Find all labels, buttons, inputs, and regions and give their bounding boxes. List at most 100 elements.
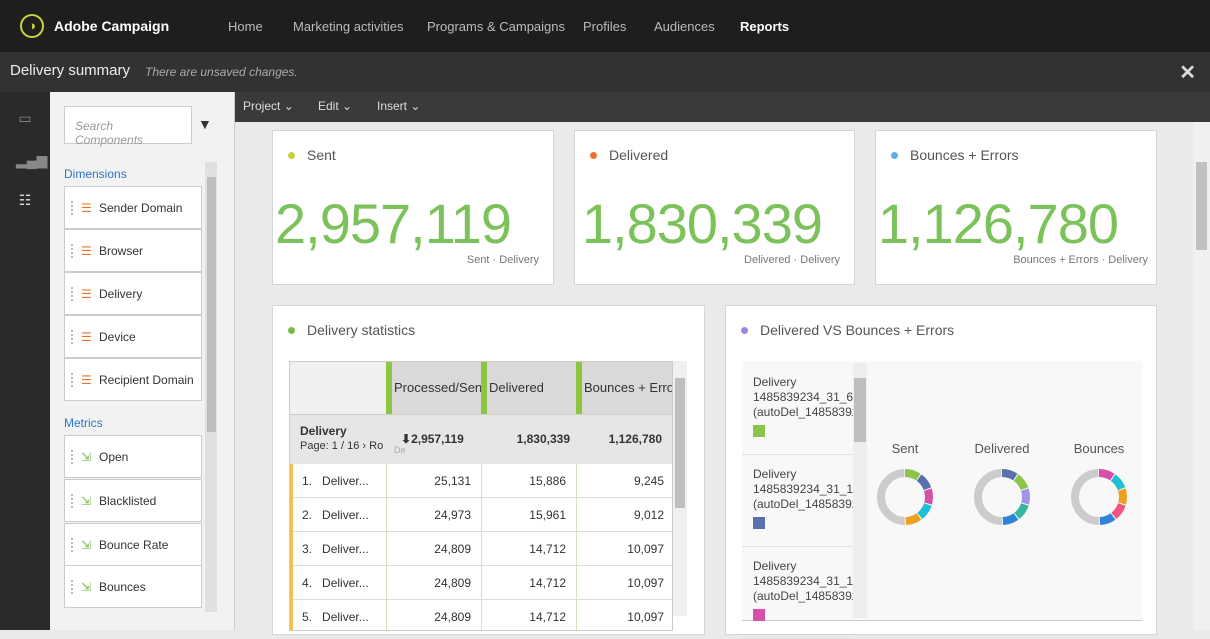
menu-edit[interactable]: Edit ⌄ <box>318 99 352 113</box>
nav-profiles[interactable]: Profiles <box>583 19 627 34</box>
row-label[interactable]: 2. Deliver... <box>302 508 369 522</box>
chevron-down-icon: ⌄ <box>410 99 421 113</box>
metric-bounce-rate[interactable]: ⇲ Bounce Rate <box>64 523 202 566</box>
column-header-bounces[interactable]: Bounces + Errors <box>576 362 672 414</box>
panel-title: Delivered VS Bounces + Errors <box>760 322 955 338</box>
donut-segment[interactable] <box>877 469 933 525</box>
kpi-delivered: Delivered 1,830,339 Delivered · Delivery <box>574 130 855 285</box>
dot-icon <box>288 327 295 334</box>
legend-item[interactable]: Delivery1485839234_31_143(autoDel_148583… <box>742 547 854 639</box>
menu-insert[interactable]: Insert ⌄ <box>377 99 420 113</box>
table-row[interactable]: 4. Deliver... 24,809 14,712 10,097 <box>290 566 672 600</box>
legend-item[interactable]: Delivery 1485839234_31_6 (autoDel_14858392 <box>742 363 854 455</box>
pagination[interactable]: Page: 1 / 16 › Ro <box>300 440 383 452</box>
donut-label: Bounces <box>1073 441 1125 456</box>
metric-bounces[interactable]: ⇲ Bounces <box>64 565 202 608</box>
table-row[interactable]: 3. Deliver... 24,809 14,712 10,097 <box>290 532 672 566</box>
row-label[interactable]: 1. Deliver... <box>302 474 369 488</box>
donut-segment[interactable] <box>974 469 1030 525</box>
close-icon[interactable]: ✕ <box>1179 62 1196 84</box>
main-scroll-thumb[interactable] <box>1196 162 1207 250</box>
legend-scroll-thumb[interactable] <box>854 378 866 442</box>
label: Project <box>243 99 281 113</box>
menu-project[interactable]: Project ⌄ <box>243 99 294 113</box>
filter-icon[interactable]: ▼ <box>198 116 212 132</box>
nav-programs-campaigns[interactable]: Programs & Campaigns <box>427 19 565 34</box>
donut-segment[interactable] <box>1071 469 1127 525</box>
nav-marketing-activities[interactable]: Marketing activities <box>293 19 404 34</box>
dimension-delivery[interactable]: ☰ Delivery <box>64 272 202 315</box>
metric-blacklisted[interactable]: ⇲ Blacklisted <box>64 479 202 522</box>
cell-bounces: 10,097 <box>576 532 672 566</box>
project-toolbar: Project ⌄ Edit ⌄ Insert ⌄ <box>235 92 1210 122</box>
donut-segment[interactable] <box>974 469 1030 525</box>
column-header-delivered[interactable]: Delivered <box>481 362 576 414</box>
cell-delivered: 15,961 <box>481 498 576 532</box>
donut-chart[interactable] <box>875 467 935 527</box>
kpi-label: Bounces + Errors · Delivery <box>1013 254 1148 266</box>
chevron-right-icon[interactable]: › <box>362 440 367 452</box>
visualizations-icon[interactable]: ▂▄▆ <box>16 152 48 168</box>
corner-cell <box>290 362 386 414</box>
value: 2,957,119 <box>411 432 464 446</box>
panel-scroll-thumb[interactable] <box>207 177 216 432</box>
cell-bounces: 9,012 <box>576 498 672 532</box>
column-header-processed[interactable]: Processed/Sent <box>386 362 481 414</box>
label: Device <box>99 330 136 344</box>
unsaved-status: There are unsaved changes. <box>145 65 298 79</box>
legend-swatch <box>753 609 765 621</box>
cell-delivered: 14,712 <box>481 566 576 600</box>
sort-desc-icon[interactable]: ⬇ <box>401 432 412 446</box>
donut-segment[interactable] <box>877 469 933 525</box>
dimension-device[interactable]: ☰ Device <box>64 315 202 358</box>
total-sent: ⬇2,957,119 <box>401 432 464 446</box>
top-nav: ◑ Adobe Campaign Home Marketing activiti… <box>0 0 1210 52</box>
table-row[interactable]: 1. Deliver... 25,131 15,886 9,245 <box>290 464 672 498</box>
page-indicator: Page: 1 / 16 <box>300 440 360 452</box>
search-components-input[interactable]: Search Components <box>64 106 192 147</box>
dimension-sender-domain[interactable]: ☰ Sender Domain <box>64 186 202 229</box>
metric-open[interactable]: ⇲ Open <box>64 435 202 478</box>
total-bounces: 1,126,780 <box>608 432 662 446</box>
row-label[interactable]: 3. Deliver... <box>302 542 369 556</box>
nav-reports[interactable]: Reports <box>740 19 790 34</box>
kpi-value: 2,957,119 <box>275 192 512 255</box>
dimension-browser[interactable]: ☰ Browser <box>64 229 202 272</box>
cell-sent: 25,131 <box>386 464 481 498</box>
legend-item[interactable]: Delivery1485839234_31_108(autoDel_148583… <box>742 455 854 547</box>
panels-icon[interactable]: ▭ <box>18 110 32 126</box>
row-marker <box>290 498 293 532</box>
components-icon[interactable]: ☷ <box>18 192 32 208</box>
label: Sender Domain <box>99 201 183 215</box>
adobe-campaign-logo[interactable]: ◑ <box>20 14 44 38</box>
table-scroll-thumb[interactable] <box>675 378 685 508</box>
table-row[interactable]: 5. Deliver... 24,809 14,712 10,097 <box>290 600 672 630</box>
kpi-title: Sent <box>307 147 336 163</box>
metric-icon: ⇲ <box>81 580 92 594</box>
donut-segment[interactable] <box>1071 469 1127 525</box>
cell-delivered: 14,712 <box>481 600 576 630</box>
sub-header: Delivery summary There are unsaved chang… <box>0 52 1210 92</box>
nav-home[interactable]: Home <box>228 19 263 34</box>
table-row[interactable]: 2. Deliver... 24,973 15,961 9,012 <box>290 498 672 532</box>
cell-sent: 24,973 <box>386 498 481 532</box>
row-label[interactable]: 5. Deliver... <box>302 610 369 624</box>
donut-chart[interactable] <box>972 467 1032 527</box>
nav-audiences[interactable]: Audiences <box>654 19 715 34</box>
label: Delivery <box>99 287 143 301</box>
dimension-label: Delivery <box>300 424 347 438</box>
donut-chart[interactable] <box>1069 467 1129 527</box>
label: Bounce Rate <box>99 538 169 552</box>
donut-segment[interactable] <box>877 469 933 525</box>
donut-segment[interactable] <box>974 469 1030 525</box>
metric-icon: ⇲ <box>81 450 92 464</box>
legend-swatch <box>753 517 765 529</box>
components-panel: Search Components ▼ Dimensions ☰ Sender D… <box>50 92 235 630</box>
dimension-recipient-domain[interactable]: ☰ Recipient Domain <box>64 358 202 401</box>
cell-bounces: 9,245 <box>576 464 672 498</box>
dot-icon <box>288 152 295 159</box>
donut-segment[interactable] <box>1071 469 1127 525</box>
row-label[interactable]: 4. Deliver... <box>302 576 369 590</box>
label: Open <box>99 450 129 464</box>
kpi-value: 1,126,780 <box>877 192 1119 255</box>
